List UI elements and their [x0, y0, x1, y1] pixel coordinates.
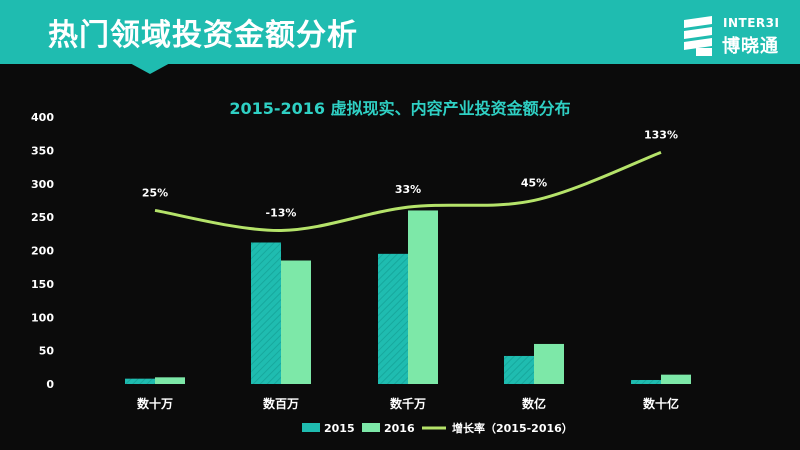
bar-2015-4 [631, 379, 661, 384]
x-category-label: 数十万 [137, 396, 173, 411]
growth-label: 33% [395, 183, 421, 196]
y-tick-label: 0 [46, 378, 54, 391]
growth-line [154, 150, 662, 232]
y-tick-label: 150 [31, 278, 54, 291]
y-tick-label: 100 [31, 311, 54, 324]
bar-2015-1 [251, 242, 281, 384]
bar-2015-3 [504, 355, 534, 384]
x-category-label: 数百万 [263, 396, 299, 411]
growth-label: -13% [266, 206, 297, 219]
bar-2015-2 [378, 253, 408, 384]
legend-label-2015: 2015 [324, 422, 355, 435]
growth-label: 133% [644, 128, 678, 141]
bar-2016-4 [661, 374, 691, 384]
bar-2016-3 [534, 343, 564, 384]
logo-text-cn: 博晓通 [722, 36, 779, 57]
legend-swatch-2015 [302, 423, 320, 432]
logo-text-en: INTER3I [723, 16, 780, 30]
legend-label-2016: 2016 [384, 422, 415, 435]
logo-icon [684, 16, 712, 56]
legend-swatch-2016 [362, 423, 380, 432]
y-tick-label: 300 [31, 178, 54, 191]
y-tick-label: 350 [31, 144, 54, 157]
y-tick-label: 200 [31, 245, 54, 258]
bar-2016-0 [155, 377, 185, 384]
page-title: 热门领域投资金额分析 [48, 18, 358, 53]
x-category-label: 数千万 [390, 396, 426, 411]
growth-label: 25% [142, 186, 168, 199]
header-bar [0, 0, 800, 64]
bar-2016-2 [408, 210, 438, 384]
x-category-label: 数亿 [522, 396, 546, 411]
y-tick-label: 250 [31, 211, 54, 224]
x-category-label: 数十亿 [643, 396, 679, 411]
legend-label-growth: 增长率（2015-2016） [452, 421, 573, 435]
y-tick-label: 400 [31, 111, 54, 124]
chart-title: 2015-2016 虚拟现实、内容产业投资金额分布 [229, 99, 571, 118]
bar-2016-1 [281, 260, 311, 384]
y-tick-label: 50 [39, 345, 55, 358]
header-notch [128, 62, 172, 74]
bar-2015-0 [125, 378, 155, 384]
growth-label: 45% [521, 176, 547, 189]
